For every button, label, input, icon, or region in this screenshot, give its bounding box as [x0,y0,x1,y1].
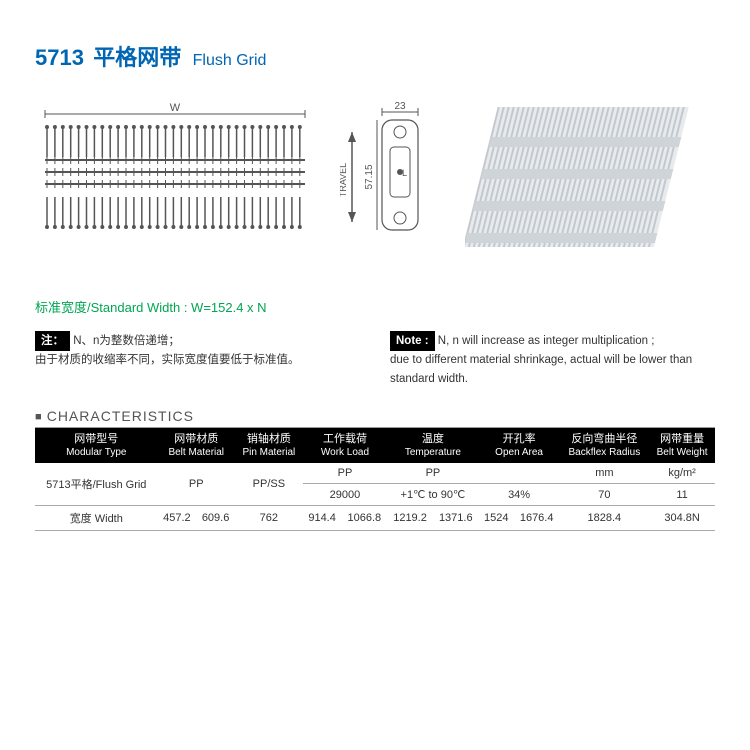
table-subheader-row: 5713平格/Flush Grid PP PP/SS PP PP mm kg/m… [35,463,715,484]
product-code: 5713 [35,45,84,70]
col-header: 反向弯曲半径Backflex Radius [560,428,650,463]
col-header: 网带材质Belt Material [158,428,235,463]
cell-belt-mat: PP [158,463,235,506]
table-header: 网带型号Modular Type网带材质Belt Material销轴材质Pin… [35,428,715,463]
top-view-diagram: W [35,102,315,252]
product-name-en: Flush Grid [193,52,267,69]
side-view-diagram: 23 57.15 L TRAVEL [340,102,440,252]
cell-width-value: 1066.8 [341,506,387,531]
cell-pin-mat: PP/SS [235,463,303,506]
note-cn: 注： N、n为整数倍递增； 由于材质的收缩率不同，实际宽度值要低于标准值。 [35,331,360,388]
note-cn-line2: 由于材质的收缩率不同，实际宽度值要低于标准值。 [35,354,300,366]
cell-temp-top: PP [387,463,478,484]
cell-load-top: PP [303,463,387,484]
page-title: 5713 平格网带 Flush Grid [35,40,715,72]
col-header: 网带型号Modular Type [35,428,158,463]
cell-width-value: 1219.2 [387,506,433,531]
note-badge-en: Note : [390,331,435,351]
cell-width-value: 1371.6 [433,506,479,531]
cell-weight-unit: kg/m² [649,463,715,484]
cell-width-value: 914.4 [303,506,342,531]
characteristics-table: 网带型号Modular Type网带材质Belt Material销轴材质Pin… [35,428,715,531]
col-header: 温度Temperature [387,428,478,463]
note-cn-line1: N、n为整数倍递增； [73,335,180,347]
cell-open-top [479,463,560,484]
cell-width-value: 457.2 [158,506,197,531]
cell-radius-unit: mm [560,463,650,484]
product-photo [465,102,695,262]
note-badge-cn: 注： [35,331,70,351]
table-width-row: 宽度 Width 457.2609.6762914.41066.81219.21… [35,506,715,531]
cell-width-value: 609.6 [196,506,235,531]
svg-text:W: W [170,102,181,114]
cell-width-value: 1676.4 [514,506,560,531]
cell-open-val: 34% [479,484,560,506]
svg-text:TRAVEL: TRAVEL [340,163,348,197]
cell-width-label: 宽度 Width [35,506,158,531]
cell-radius: 70 [560,484,650,506]
diagram-row: W 23 57.15 L TRAVEL [35,102,715,272]
standard-width-text: 标准宽度/Standard Width : W=152.4 x N [35,297,715,316]
col-header: 开孔率Open Area [479,428,560,463]
svg-text:23: 23 [394,102,406,112]
cell-weight: 11 [649,484,715,506]
note-en-line1: N, n will increase as integer multiplica… [438,335,655,347]
col-header: 工作载荷Work Load [303,428,387,463]
col-header: 网带重量Belt Weight [649,428,715,463]
cell-width-value: 304.8N [649,506,715,531]
cell-width-value: 1524 [479,506,514,531]
note-en-line2: due to different material shrinkage, act… [390,354,692,384]
note-row: 注： N、n为整数倍递增； 由于材质的收缩率不同，实际宽度值要低于标准值。 No… [35,331,715,388]
section-characteristics: CHARACTERISTICS [35,408,715,428]
product-name-cn: 平格网带 [93,45,181,70]
cell-type: 5713平格/Flush Grid [35,463,158,506]
cell-width-value: 1828.4 [560,506,650,531]
cell-temp-val: +1℃ to 90℃ [387,484,478,506]
svg-text:57.15: 57.15 [364,164,375,189]
svg-text:L: L [402,168,407,178]
cell-load-val: 29000 [303,484,387,506]
note-en: Note : N, n will increase as integer mul… [390,331,715,388]
cell-width-value: 762 [235,506,303,531]
col-header: 销轴材质Pin Material [235,428,303,463]
